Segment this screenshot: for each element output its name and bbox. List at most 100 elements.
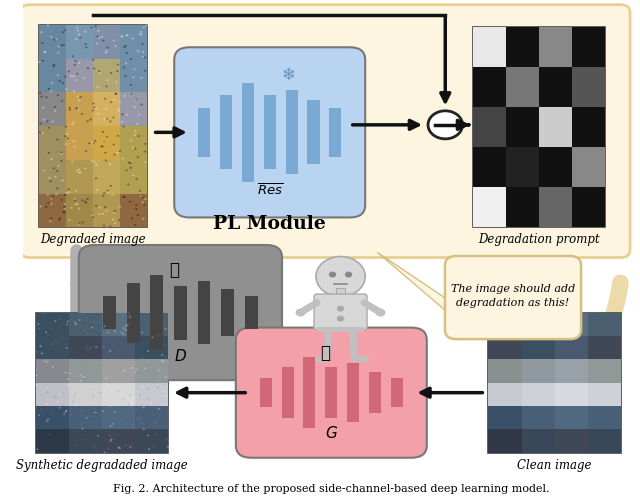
Circle shape (56, 366, 59, 368)
Circle shape (87, 350, 89, 352)
Circle shape (55, 39, 58, 41)
Circle shape (140, 423, 143, 425)
Circle shape (158, 408, 160, 410)
Circle shape (38, 328, 40, 330)
Circle shape (75, 324, 77, 326)
Bar (36, 360, 68, 383)
Circle shape (93, 391, 95, 392)
Circle shape (143, 407, 145, 408)
Text: Synthetic degradaded image: Synthetic degradaded image (16, 458, 188, 471)
Circle shape (68, 109, 71, 111)
Circle shape (92, 216, 94, 218)
Circle shape (106, 51, 108, 53)
Circle shape (72, 56, 74, 58)
Circle shape (115, 81, 118, 83)
Circle shape (44, 361, 45, 362)
Circle shape (74, 393, 76, 395)
Bar (93, 194, 120, 228)
Bar (488, 406, 522, 429)
Bar (66, 93, 93, 127)
Circle shape (40, 206, 42, 208)
Circle shape (43, 120, 45, 122)
Bar (39, 194, 66, 228)
Circle shape (92, 142, 93, 144)
Bar (120, 127, 147, 160)
Circle shape (134, 135, 136, 137)
Circle shape (61, 83, 64, 85)
Circle shape (128, 403, 130, 405)
Circle shape (79, 38, 82, 40)
Circle shape (86, 121, 89, 123)
Circle shape (81, 222, 84, 224)
Circle shape (64, 77, 67, 79)
Circle shape (129, 402, 132, 403)
Circle shape (79, 375, 82, 376)
Bar (391, 379, 403, 407)
Circle shape (142, 218, 145, 220)
Bar (36, 429, 68, 453)
Circle shape (118, 109, 120, 111)
Circle shape (97, 435, 99, 437)
Circle shape (61, 101, 63, 103)
Circle shape (91, 327, 93, 329)
Circle shape (84, 168, 86, 170)
Circle shape (102, 195, 104, 197)
Circle shape (114, 223, 116, 225)
Circle shape (65, 192, 68, 194)
Bar (36, 313, 68, 336)
Bar (588, 360, 621, 383)
Circle shape (93, 443, 95, 445)
Bar (506, 28, 540, 68)
Bar (103, 296, 116, 330)
Circle shape (54, 321, 56, 322)
Circle shape (109, 350, 111, 352)
Circle shape (90, 348, 92, 350)
Circle shape (40, 32, 43, 34)
Circle shape (141, 332, 143, 334)
Bar (572, 28, 605, 68)
Bar (127, 283, 140, 343)
Bar (473, 28, 506, 68)
Circle shape (136, 178, 138, 180)
Circle shape (148, 448, 150, 450)
Circle shape (76, 108, 77, 110)
Text: ❄: ❄ (281, 66, 295, 84)
Circle shape (83, 377, 85, 379)
Circle shape (58, 81, 61, 83)
Circle shape (73, 91, 76, 93)
Circle shape (143, 405, 145, 407)
Circle shape (163, 391, 164, 393)
Circle shape (104, 451, 106, 453)
Bar (120, 60, 147, 93)
Circle shape (106, 332, 109, 334)
Circle shape (91, 215, 93, 217)
Circle shape (80, 409, 82, 411)
Circle shape (36, 448, 38, 450)
Bar (347, 364, 359, 422)
Circle shape (118, 351, 120, 353)
Circle shape (77, 431, 79, 433)
Bar (66, 26, 93, 60)
Circle shape (137, 136, 140, 138)
Bar (244, 296, 257, 330)
Bar (102, 429, 135, 453)
Bar (473, 188, 506, 228)
Circle shape (337, 306, 344, 312)
Circle shape (97, 31, 100, 33)
Circle shape (78, 169, 81, 171)
Circle shape (111, 194, 114, 196)
Circle shape (97, 114, 99, 116)
Circle shape (51, 83, 53, 85)
Circle shape (90, 119, 92, 121)
Circle shape (68, 192, 70, 194)
Bar (39, 160, 66, 194)
Text: $\overline{\it{Res}}$: $\overline{\it{Res}}$ (257, 183, 283, 198)
Bar (540, 108, 572, 148)
Bar (307, 101, 319, 165)
Circle shape (67, 321, 69, 323)
Bar (488, 313, 522, 336)
Circle shape (102, 132, 104, 134)
Circle shape (135, 208, 138, 210)
Circle shape (104, 142, 106, 144)
Circle shape (72, 124, 74, 126)
